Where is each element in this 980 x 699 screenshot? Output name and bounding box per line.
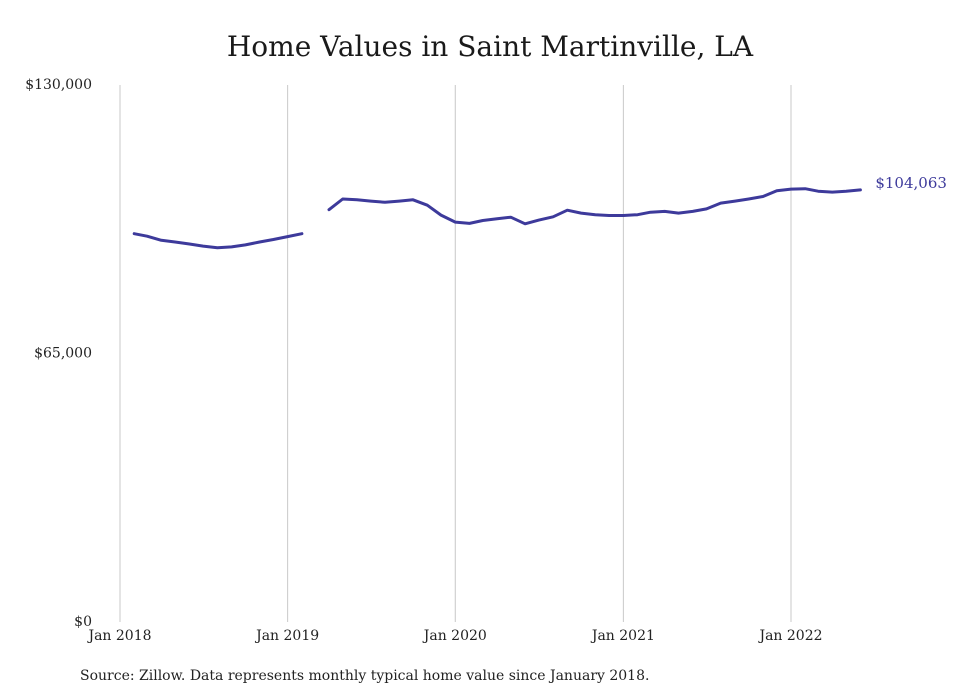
source-note: Source: Zillow. Data represents monthly … [80,668,650,684]
x-tick-label: Jan 2022 [757,628,822,644]
x-tick-label: Jan 2019 [254,628,319,644]
x-axis-ticks: Jan 2018 Jan 2019 Jan 2020 Jan 2021 Jan 2022 [86,628,822,644]
y-tick-label: $65,000 [34,346,92,362]
gridlines [119,85,792,622]
series-line [327,187,862,226]
end-value-label: $104,063 [875,174,947,192]
series-layer [132,187,862,250]
y-tick-label: $0 [74,614,92,630]
data-labels: $104,063 [875,174,947,192]
x-tick-label: Jan 2021 [590,628,655,644]
y-tick-label: $130,000 [25,77,92,93]
series-line [132,232,304,250]
x-tick-label: Jan 2018 [86,628,151,644]
y-axis-ticks: $0 $65,000 $130,000 [25,77,92,630]
x-tick-label: Jan 2020 [422,628,487,644]
chart-title: Home Values in Saint Martinville, LA [226,30,754,63]
